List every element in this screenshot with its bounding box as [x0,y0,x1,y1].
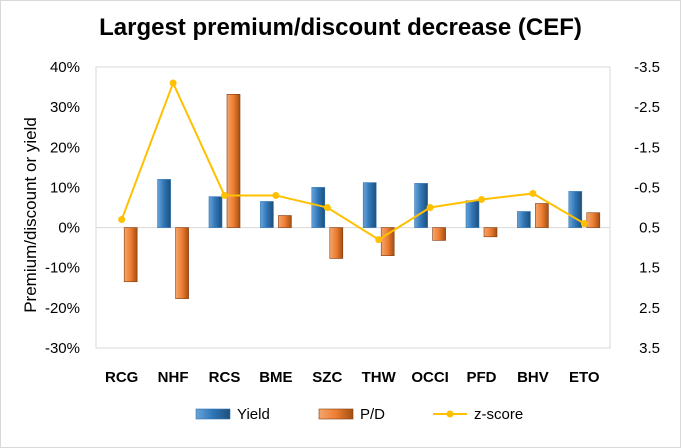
z-score-point-szc [323,204,331,211]
bar-yield-bhv [517,211,531,228]
bar-pd-pfd [483,227,498,238]
bar-pd-rcg [123,227,138,283]
bar-yield-eto [568,191,583,228]
legend-label-pd: P/D [360,406,385,423]
bar-yield-thw [362,182,377,228]
category-label-szc: SZC [312,369,342,386]
y2-tick-label: 2.5 [639,300,660,317]
y-tick-label: -30% [45,340,80,357]
category-label-thw: THW [362,369,397,386]
z-score-point-bhv [529,189,537,197]
y-tick-label: 20% [50,139,80,156]
y2-tick-label: 3.5 [639,340,660,357]
y2-tick-label: -3.5 [634,59,660,76]
category-labels: RCG NHF RCS BME SZC THW OCCI PFD BHV ETO [105,369,600,386]
category-label-nhf: NHF [158,369,189,386]
y2-tick-label: -0.5 [634,179,660,196]
bar-yield-nhf [157,179,171,228]
bar-pd-bme [278,215,292,228]
bar-yield-occi [414,183,428,228]
chart-title: Largest premium/discount decrease (CEF) [99,14,582,41]
y2-tick-label: 0.5 [639,220,660,237]
y-tick-label: -20% [45,300,80,317]
bar-pd-rcs [226,93,241,228]
z-score-point-rcs [221,191,228,199]
y-axis-label: Premium/discount or yield [21,117,40,313]
legend-label-zscore: z-score [474,406,523,423]
bars-layer [96,93,610,299]
y2-tick-label: -2.5 [634,99,660,116]
y-axis-ticks: 40% 30% 20% 10% 0% -10% -20% -30% [45,59,80,357]
line-layer [118,79,588,244]
category-label-bme: BME [259,369,292,386]
legend-label-yield: Yield [237,406,270,423]
z-score-point-thw [375,236,383,244]
bar-pd-bhv [535,203,549,228]
z-score-point-occi [426,204,434,211]
bar-pd-eto [586,212,601,228]
y2-tick-label: -1.5 [634,139,660,156]
category-label-pfd: PFD [467,369,497,386]
category-label-rcg: RCG [105,369,138,386]
z-score-line [120,80,585,241]
y-tick-label: 10% [50,179,80,196]
plot-area [95,66,611,349]
y-tick-label: 30% [50,99,80,116]
category-label-eto: ETO [569,369,600,386]
bar-pd-occi [432,227,446,241]
bar-pd-nhf [175,227,189,299]
y2-axis-ticks: -3.5 -2.5 -1.5 -0.5 0.5 1.5 2.5 3.5 [634,59,660,357]
legend: Yield P/D z-score [195,406,523,423]
legend-swatch-yield [195,408,231,420]
y-tick-label: -10% [45,260,80,277]
legend-swatch-marker-zscore [446,410,454,418]
bar-yield-szc [311,187,326,228]
bar-yield-bme [260,201,274,228]
category-label-occi: OCCI [411,369,449,386]
bar-pd-szc [329,227,344,259]
z-score-point-rcg [118,216,126,224]
z-score-point-bme [272,191,280,199]
bar-yield-pfd [465,200,480,228]
bar-yield-rcs [208,196,223,228]
z-score-point-pfd [478,195,485,203]
category-label-bhv: BHV [517,369,549,386]
category-label-rcs: RCS [209,369,241,386]
z-score-point-eto [580,220,588,228]
y2-tick-label: 1.5 [639,260,660,277]
z-score-point-nhf [169,79,177,87]
legend-swatch-pd [318,408,354,420]
y-tick-label: 40% [50,59,80,76]
y-tick-label: 0% [58,220,80,237]
